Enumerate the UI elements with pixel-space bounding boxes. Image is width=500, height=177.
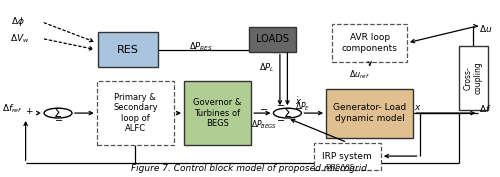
- Text: LOADS: LOADS: [256, 34, 289, 44]
- Text: +: +: [26, 107, 33, 116]
- Text: $\Sigma$: $\Sigma$: [54, 107, 62, 120]
- FancyBboxPatch shape: [249, 27, 296, 52]
- FancyBboxPatch shape: [459, 46, 488, 110]
- FancyBboxPatch shape: [314, 142, 381, 170]
- Text: $x$: $x$: [414, 103, 421, 112]
- FancyBboxPatch shape: [332, 24, 407, 62]
- Text: RES: RES: [117, 45, 139, 55]
- Text: $\Delta\phi$: $\Delta\phi$: [10, 15, 24, 28]
- Text: Primary &
Secondary
loop of
ALFC: Primary & Secondary loop of ALFC: [113, 93, 158, 133]
- Text: −: −: [278, 101, 285, 110]
- Text: $\Delta u_{ref}$: $\Delta u_{ref}$: [348, 68, 370, 81]
- Circle shape: [274, 108, 301, 118]
- Circle shape: [44, 108, 72, 118]
- Text: $\Delta P_{BEGS}$: $\Delta P_{BEGS}$: [252, 118, 278, 131]
- FancyBboxPatch shape: [326, 88, 414, 138]
- FancyBboxPatch shape: [98, 32, 158, 67]
- Text: −: −: [278, 116, 285, 126]
- Text: Governor &
Turbines of
BEGS: Governor & Turbines of BEGS: [194, 98, 242, 128]
- Text: $\Delta P_L$: $\Delta P_L$: [259, 61, 274, 74]
- Text: $\Delta u$: $\Delta u$: [480, 23, 493, 34]
- Text: $\Delta P_{RES}$: $\Delta P_{RES}$: [189, 40, 214, 53]
- FancyBboxPatch shape: [96, 81, 174, 145]
- Text: −: −: [55, 116, 63, 126]
- Text: $\Delta f$: $\Delta f$: [480, 103, 492, 114]
- Text: Figure 7. Control block model of proposed microgrid.: Figure 7. Control block model of propose…: [130, 164, 370, 173]
- Text: $\Sigma$: $\Sigma$: [283, 107, 292, 120]
- Text: $\Delta f_{ref}$: $\Delta f_{ref}$: [2, 102, 22, 115]
- Text: AVR loop
components: AVR loop components: [342, 33, 398, 53]
- Text: $\Delta P_E$: $\Delta P_E$: [295, 101, 310, 113]
- Text: $\dot{x}$: $\dot{x}$: [295, 95, 302, 107]
- Text: IRP system: IRP system: [322, 152, 372, 161]
- Text: Cross-
coupling: Cross- coupling: [464, 62, 483, 94]
- FancyBboxPatch shape: [184, 81, 251, 145]
- Text: $\Delta V_w$: $\Delta V_w$: [10, 32, 29, 45]
- Text: Generator- Load
dynamic model: Generator- Load dynamic model: [333, 103, 406, 123]
- Text: DRS/VIS: DRS/VIS: [325, 164, 354, 170]
- Text: −: −: [260, 105, 268, 115]
